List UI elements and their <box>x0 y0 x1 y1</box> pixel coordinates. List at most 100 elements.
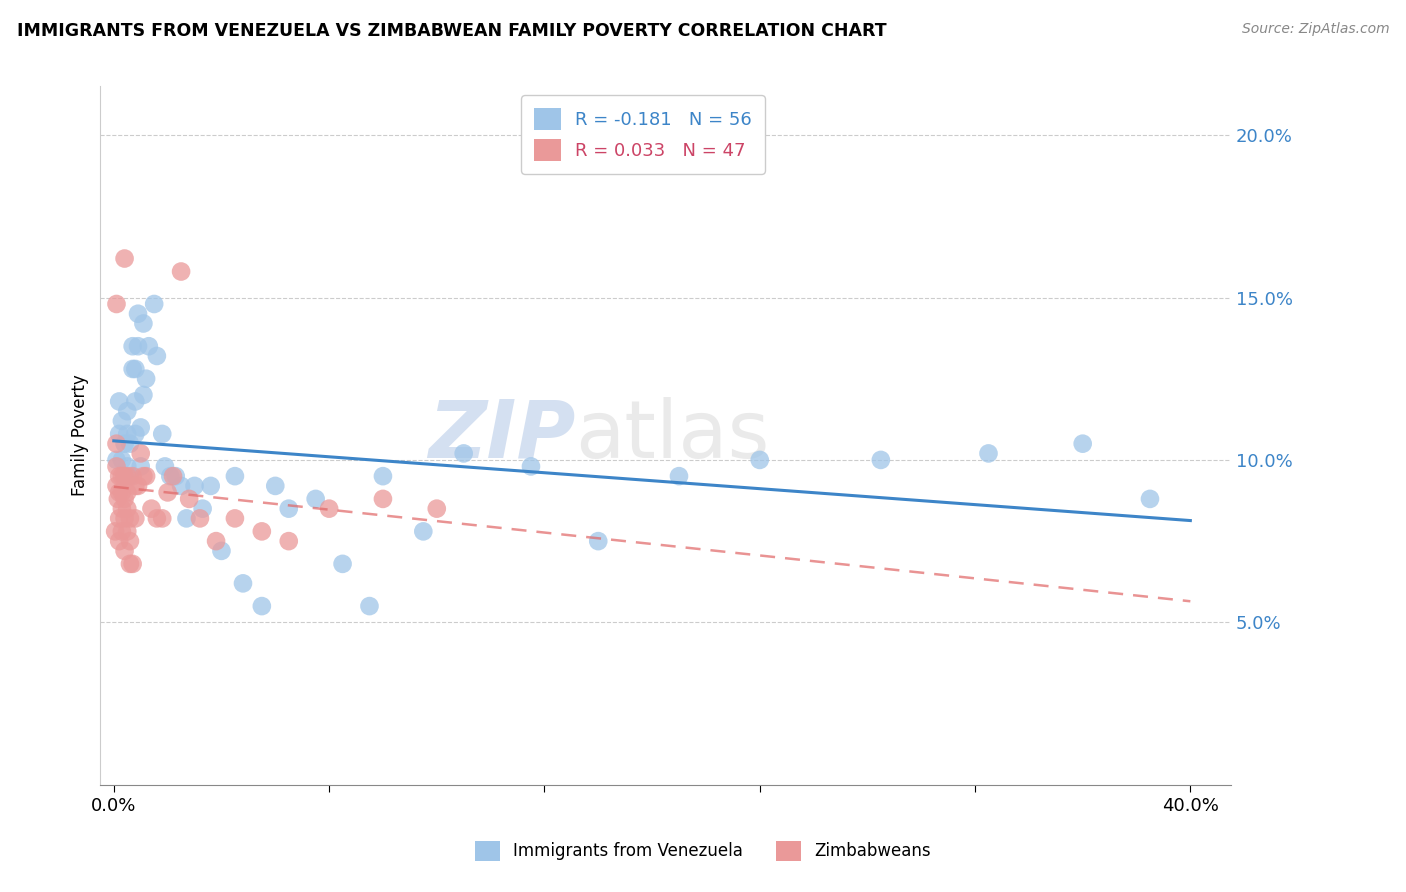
Point <box>127 307 149 321</box>
Point <box>105 459 128 474</box>
Point <box>132 469 155 483</box>
Text: IMMIGRANTS FROM VENEZUELA VS ZIMBABWEAN FAMILY POVERTY CORRELATION CHART: IMMIGRANTS FROM VENEZUELA VS ZIMBABWEAN … <box>17 22 887 40</box>
Point <box>146 511 169 525</box>
Point <box>132 317 155 331</box>
Point <box>114 544 136 558</box>
Point <box>114 511 136 525</box>
Point <box>118 534 141 549</box>
Point <box>108 511 131 525</box>
Point <box>108 469 131 483</box>
Point <box>224 511 246 525</box>
Point <box>426 501 449 516</box>
Point <box>165 469 187 483</box>
Point <box>170 264 193 278</box>
Point <box>118 436 141 450</box>
Point <box>211 544 233 558</box>
Point <box>118 557 141 571</box>
Point <box>156 485 179 500</box>
Point <box>143 297 166 311</box>
Point <box>124 394 146 409</box>
Point <box>586 534 609 549</box>
Point <box>453 446 475 460</box>
Point <box>159 469 181 483</box>
Point <box>114 491 136 506</box>
Y-axis label: Family Poverty: Family Poverty <box>72 375 89 497</box>
Point <box>111 453 134 467</box>
Point <box>117 485 139 500</box>
Point <box>232 576 254 591</box>
Point <box>179 491 201 506</box>
Point <box>150 511 173 525</box>
Point <box>250 524 273 539</box>
Point <box>114 252 136 266</box>
Point <box>117 404 139 418</box>
Legend: Immigrants from Venezuela, Zimbabweans: Immigrants from Venezuela, Zimbabweans <box>468 834 938 868</box>
Point <box>118 511 141 525</box>
Text: Source: ZipAtlas.com: Source: ZipAtlas.com <box>1241 22 1389 37</box>
Point <box>108 534 131 549</box>
Point <box>176 511 198 525</box>
Point <box>250 599 273 613</box>
Point <box>114 469 136 483</box>
Point <box>107 491 129 506</box>
Point <box>108 394 131 409</box>
Point <box>105 297 128 311</box>
Point <box>129 459 152 474</box>
Point <box>191 501 214 516</box>
Text: ZIP: ZIP <box>427 397 575 475</box>
Point <box>188 511 211 525</box>
Point <box>183 479 205 493</box>
Point <box>277 534 299 549</box>
Point <box>111 524 134 539</box>
Point <box>121 469 143 483</box>
Point <box>105 453 128 467</box>
Point <box>114 469 136 483</box>
Point <box>111 485 134 500</box>
Point <box>124 362 146 376</box>
Point <box>318 501 340 516</box>
Point <box>520 459 543 474</box>
Point <box>170 479 193 493</box>
Point <box>121 557 143 571</box>
Point <box>748 453 770 467</box>
Point <box>121 362 143 376</box>
Point <box>1139 491 1161 506</box>
Legend: R = -0.181   N = 56, R = 0.033   N = 47: R = -0.181 N = 56, R = 0.033 N = 47 <box>522 95 765 174</box>
Point <box>153 459 176 474</box>
Point <box>869 453 891 467</box>
Point <box>371 469 394 483</box>
Point <box>1071 436 1094 450</box>
Point <box>332 557 354 571</box>
Point <box>129 446 152 460</box>
Point <box>121 339 143 353</box>
Point <box>412 524 434 539</box>
Point <box>117 469 139 483</box>
Point <box>977 446 1000 460</box>
Point <box>127 479 149 493</box>
Point <box>114 436 136 450</box>
Point <box>117 459 139 474</box>
Point <box>111 414 134 428</box>
Point <box>104 524 127 539</box>
Point <box>146 349 169 363</box>
Point <box>117 524 139 539</box>
Point <box>105 436 128 450</box>
Point <box>129 420 152 434</box>
Point <box>118 469 141 483</box>
Point <box>124 511 146 525</box>
Point <box>105 479 128 493</box>
Point <box>205 534 228 549</box>
Point <box>132 388 155 402</box>
Text: atlas: atlas <box>575 397 769 475</box>
Point <box>111 501 134 516</box>
Point <box>108 485 131 500</box>
Point <box>117 501 139 516</box>
Point <box>305 491 328 506</box>
Point <box>162 469 184 483</box>
Point <box>277 501 299 516</box>
Point <box>111 469 134 483</box>
Point <box>124 426 146 441</box>
Point <box>150 426 173 441</box>
Point <box>359 599 381 613</box>
Point <box>138 339 160 353</box>
